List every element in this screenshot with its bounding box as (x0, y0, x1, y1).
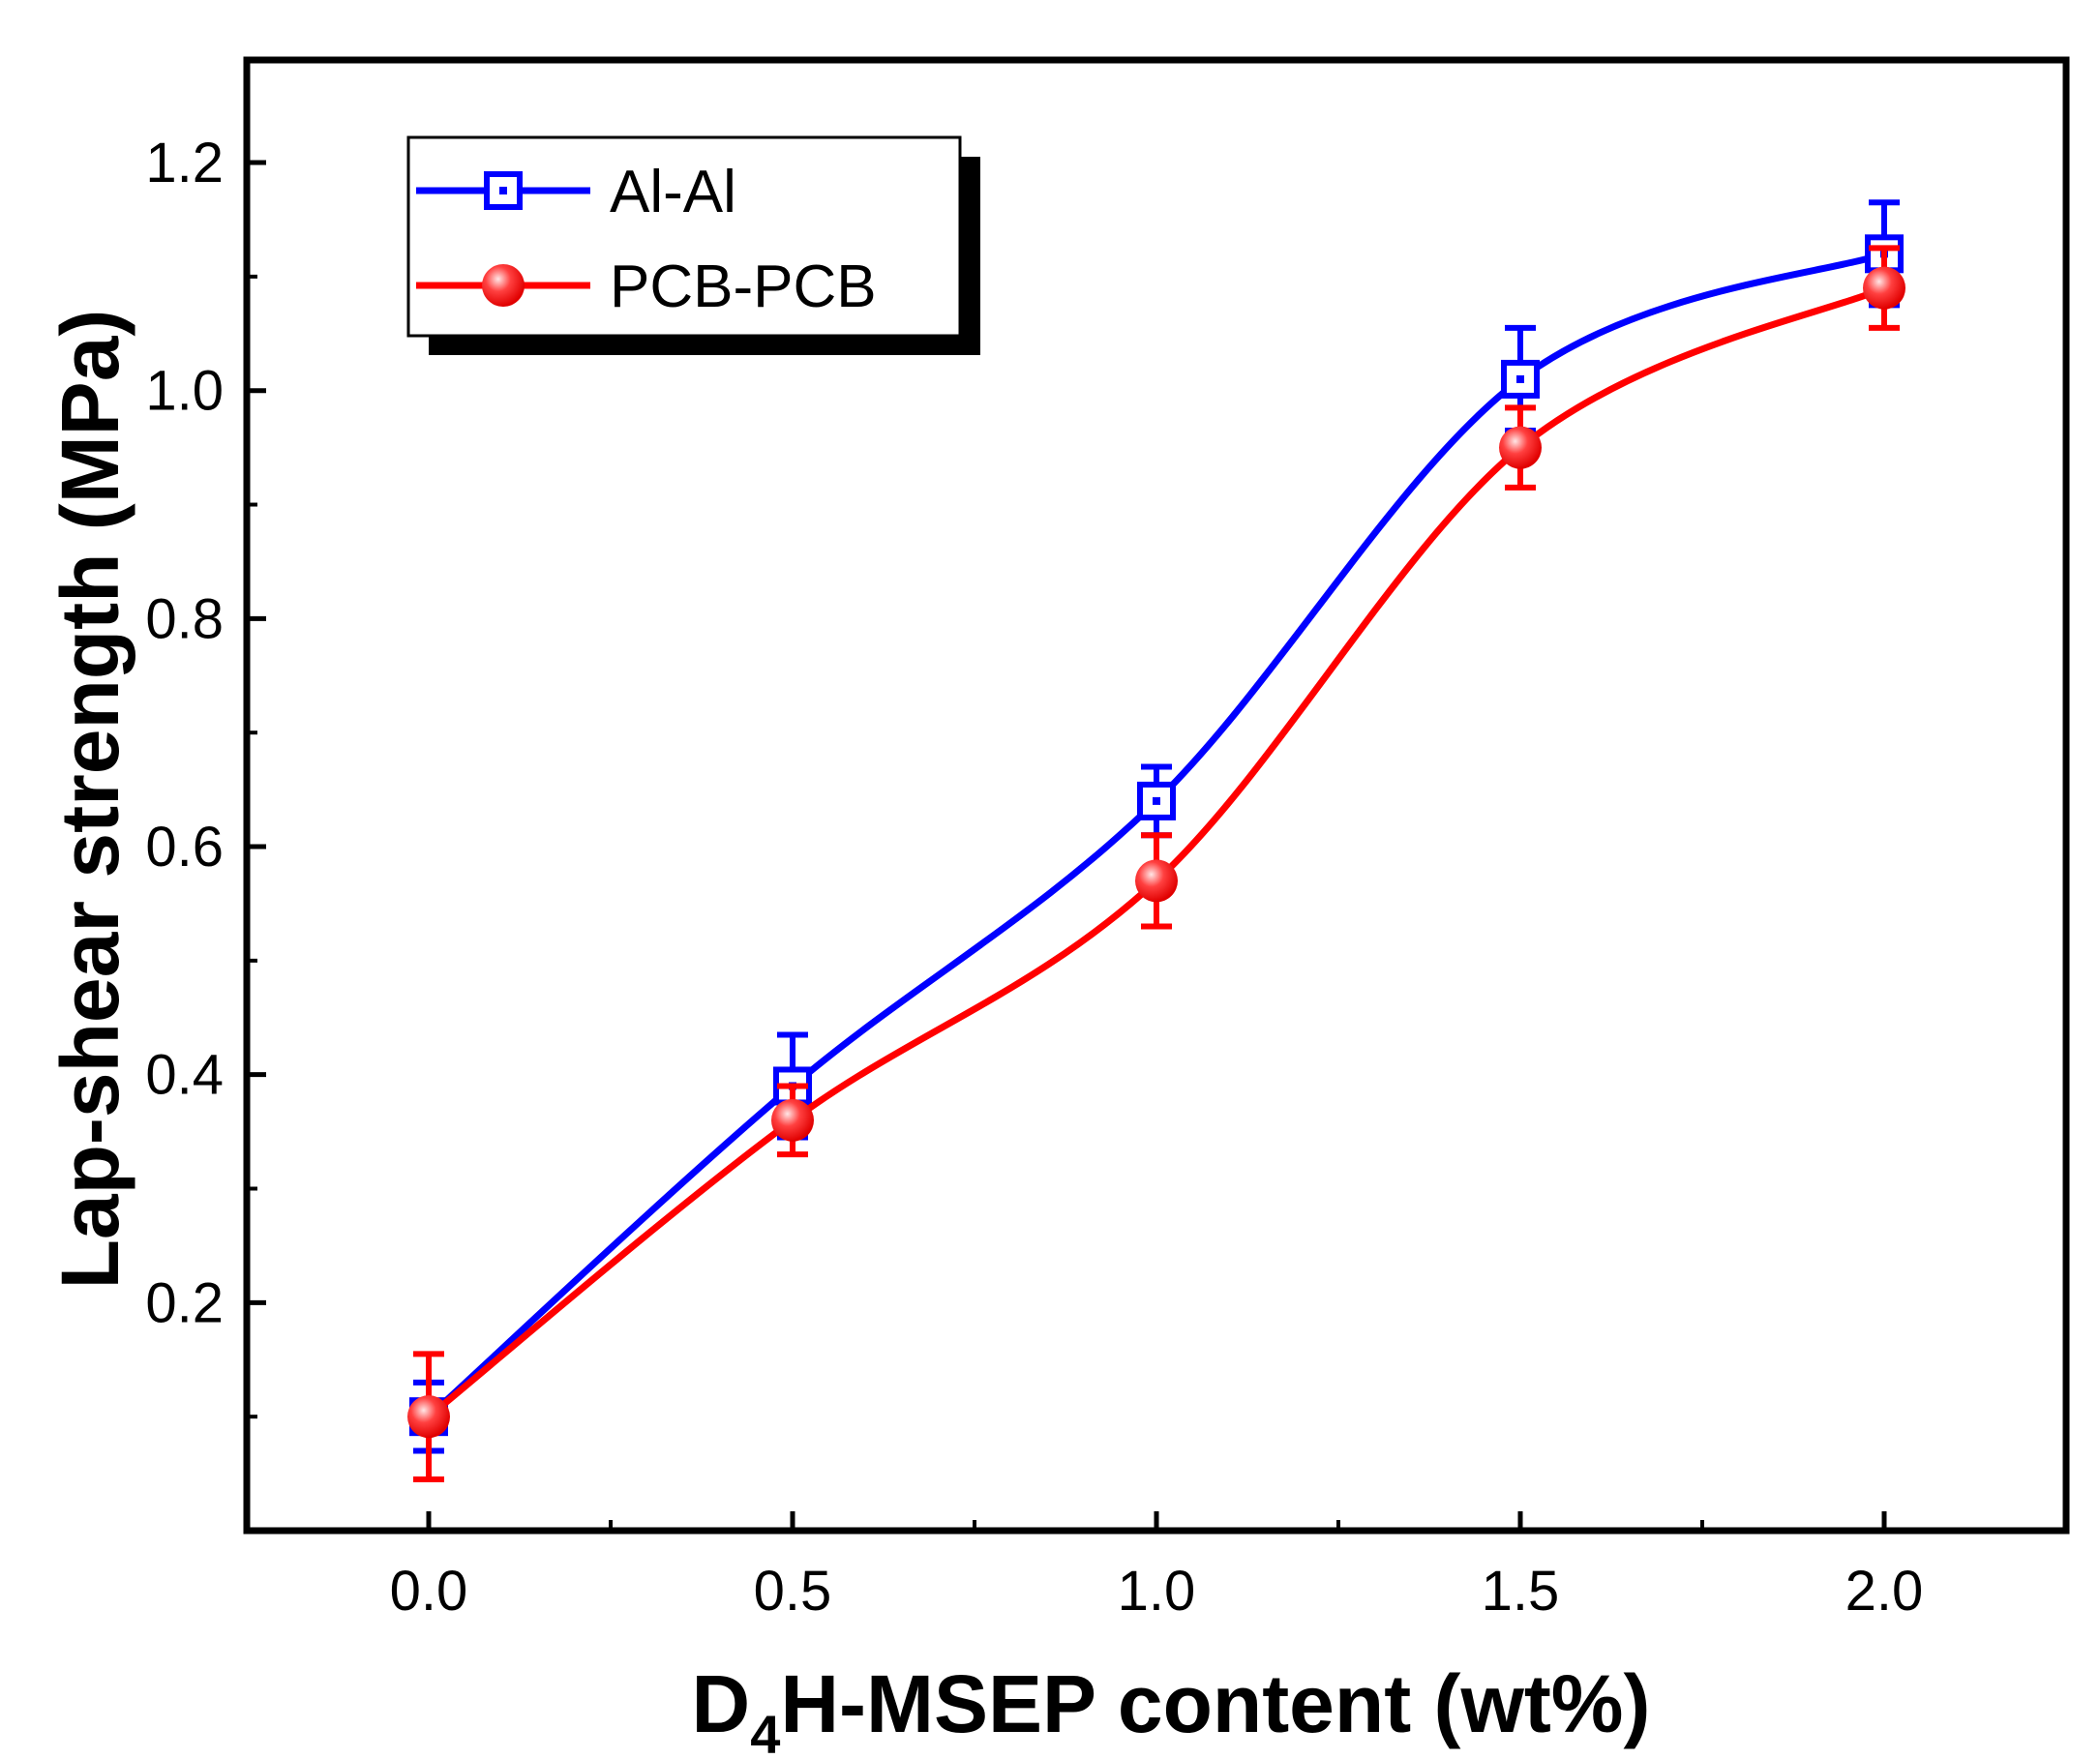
y-tick-label: 1.2 (145, 132, 224, 194)
x-axis-title: D4H-MSEP content (wt%) (692, 1658, 1651, 1759)
legend-label-pcb: PCB-PCB (610, 253, 877, 320)
data-point (771, 1098, 814, 1142)
x-axis-title-rest: H-MSEP content (wt%) (780, 1658, 1650, 1749)
x-axis-title-subscript: 4 (750, 1704, 780, 1759)
data-point-center (1516, 374, 1524, 383)
y-tick-label: 0.4 (145, 1044, 224, 1107)
y-tick-label: 0.6 (145, 816, 224, 879)
axis-ticks: 0.0 0.5 1.0 1.5 2.0 0.2 0.4 0.6 0.8 1.0 1.2 (145, 132, 1923, 1623)
legend-marker-al-dot (499, 187, 507, 194)
series-layer (407, 199, 1905, 1482)
y-tick-label: 0.8 (145, 587, 224, 650)
y-axis-title: Lap-shear strength (MPa) (45, 310, 135, 1290)
data-point (1863, 266, 1905, 310)
data-point (1137, 781, 1176, 820)
x-tick-label: 1.5 (1482, 1560, 1560, 1623)
y-tick-label: 1.0 (145, 360, 224, 423)
data-point (1499, 426, 1542, 469)
legend-label-al: Al-Al (610, 159, 736, 225)
x-tick-label: 2.0 (1845, 1560, 1924, 1623)
y-tick-label: 0.2 (145, 1271, 224, 1334)
x-tick-label: 1.0 (1118, 1560, 1196, 1623)
series-pcb-pcb (407, 245, 1905, 1482)
data-point (1135, 859, 1178, 903)
data-point-center (1153, 796, 1160, 805)
legend-marker-pcb (482, 264, 525, 307)
data-point (407, 1395, 450, 1439)
x-tick-label: 0.0 (390, 1560, 468, 1623)
x-tick-label: 0.5 (754, 1560, 832, 1623)
legend: Al-Al PCB-PCB (406, 135, 980, 355)
x-axis-title-main: D (692, 1658, 751, 1749)
